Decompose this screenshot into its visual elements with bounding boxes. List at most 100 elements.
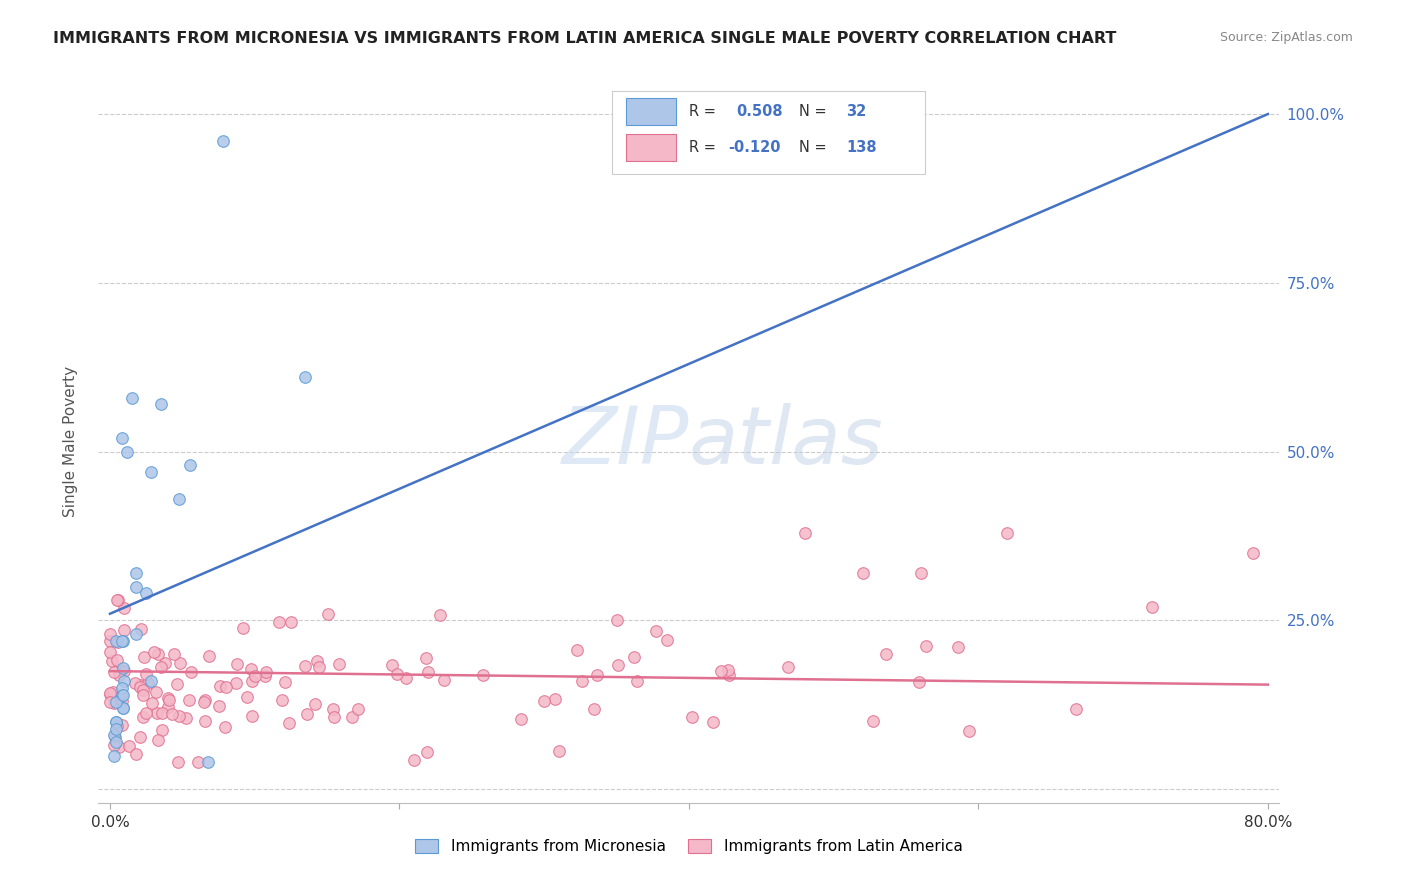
Point xyxy=(277,716,299,731)
Text: R =: R = xyxy=(689,103,720,119)
Text: N =: N = xyxy=(799,103,831,119)
Point xyxy=(1241,546,1264,560)
Point xyxy=(852,566,875,581)
Point xyxy=(776,660,799,674)
Point xyxy=(103,738,125,752)
Point xyxy=(908,674,931,689)
Point xyxy=(131,622,153,636)
Point xyxy=(914,639,936,653)
Point xyxy=(157,693,180,707)
Point xyxy=(280,615,302,629)
Point xyxy=(240,709,263,723)
Point xyxy=(124,676,146,690)
Point xyxy=(308,659,330,673)
Point xyxy=(103,665,125,679)
Point xyxy=(215,680,238,694)
Point xyxy=(318,607,340,621)
Text: 138: 138 xyxy=(846,140,877,155)
Point xyxy=(146,732,169,747)
Point xyxy=(104,694,127,708)
Point xyxy=(1140,599,1163,614)
Point xyxy=(112,688,135,702)
Point xyxy=(141,696,163,710)
Point xyxy=(142,645,165,659)
Point xyxy=(145,684,167,698)
Point xyxy=(125,580,148,594)
Point xyxy=(645,624,668,639)
Point xyxy=(193,695,215,709)
Text: IMMIGRANTS FROM MICRONESIA VS IMMIGRANTS FROM LATIN AMERICA SINGLE MALE POVERTY : IMMIGRANTS FROM MICRONESIA VS IMMIGRANTS… xyxy=(53,31,1116,46)
Point xyxy=(207,699,229,714)
Point xyxy=(108,739,131,754)
Point xyxy=(346,702,368,716)
Point xyxy=(194,714,217,728)
Point xyxy=(214,720,236,734)
Text: 32: 32 xyxy=(846,103,866,119)
Point xyxy=(416,665,439,679)
Point xyxy=(111,694,134,708)
Point xyxy=(304,697,326,711)
Point xyxy=(112,701,135,715)
Point xyxy=(717,663,740,677)
Text: R =: R = xyxy=(689,140,720,155)
Point xyxy=(125,566,148,581)
Point xyxy=(110,633,132,648)
Point xyxy=(1064,702,1087,716)
Point xyxy=(112,661,135,675)
Point xyxy=(155,657,177,671)
Point xyxy=(121,391,143,405)
Point xyxy=(626,674,648,689)
Point xyxy=(254,669,277,683)
Point xyxy=(103,696,125,710)
Point xyxy=(129,680,152,694)
Point xyxy=(571,673,593,688)
Point xyxy=(404,753,426,767)
Point xyxy=(136,676,159,690)
Point xyxy=(169,656,191,670)
Point xyxy=(995,525,1018,540)
Point xyxy=(169,491,191,506)
Point xyxy=(208,680,231,694)
Text: 0.508: 0.508 xyxy=(737,103,783,119)
Point xyxy=(132,710,155,724)
Y-axis label: Single Male Poverty: Single Male Poverty xyxy=(63,366,77,517)
Point xyxy=(194,693,217,707)
Point xyxy=(118,739,141,754)
Point xyxy=(606,657,628,672)
Point xyxy=(328,657,350,672)
Point xyxy=(225,676,247,690)
Point xyxy=(710,664,733,678)
Point xyxy=(124,747,146,761)
Point xyxy=(105,653,128,667)
Text: -0.120: -0.120 xyxy=(728,140,780,155)
Point xyxy=(112,633,135,648)
Point xyxy=(166,677,188,691)
Point xyxy=(565,643,588,657)
Point xyxy=(112,623,135,637)
Point xyxy=(125,627,148,641)
Point xyxy=(235,690,257,704)
Point xyxy=(240,662,263,676)
Point xyxy=(297,707,319,722)
Point xyxy=(245,669,267,683)
Point xyxy=(150,706,173,721)
Point xyxy=(681,709,703,723)
Point xyxy=(132,683,155,698)
Point xyxy=(510,712,533,726)
Point xyxy=(108,668,131,682)
Point xyxy=(180,665,202,680)
Point xyxy=(544,692,567,706)
Point xyxy=(271,693,294,707)
Point xyxy=(957,723,980,738)
Point xyxy=(623,649,645,664)
Point xyxy=(104,731,127,745)
Point xyxy=(254,665,277,680)
Point xyxy=(910,566,932,581)
Point xyxy=(139,465,162,479)
Point xyxy=(163,647,186,661)
Point xyxy=(294,659,316,673)
Point xyxy=(875,647,897,661)
Point xyxy=(98,686,121,700)
Point xyxy=(135,706,157,720)
Point xyxy=(655,633,678,648)
